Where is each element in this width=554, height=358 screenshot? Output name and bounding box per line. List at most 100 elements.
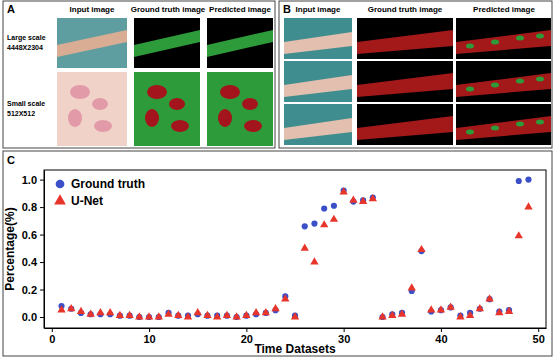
series-1 <box>57 187 532 319</box>
y-tick-label: 0.2 <box>22 284 37 296</box>
point <box>232 312 240 319</box>
point <box>252 308 260 315</box>
image-region <box>456 61 551 102</box>
point <box>223 311 231 318</box>
image-blob <box>244 120 262 132</box>
row-label: Large scale <box>7 34 46 42</box>
point <box>330 215 338 222</box>
row-label: 4448X2304 <box>7 44 43 51</box>
image-region <box>284 61 352 102</box>
point <box>388 311 396 318</box>
point <box>485 294 493 301</box>
column-header: Input image <box>296 5 341 14</box>
point <box>155 312 163 319</box>
point <box>67 304 75 311</box>
image-region <box>207 30 273 57</box>
point <box>417 245 425 252</box>
x-tick-mark <box>149 328 150 332</box>
legend-marker <box>54 194 66 204</box>
y-tick-mark <box>40 290 44 291</box>
image-blob <box>220 85 240 99</box>
point <box>311 220 317 226</box>
x-axis-line <box>45 328 547 329</box>
y-tick-mark <box>40 207 44 208</box>
y-tick: 1.0 <box>22 174 44 186</box>
image-blob <box>218 109 232 127</box>
point <box>302 223 308 229</box>
row-label: 512X512 <box>7 110 35 117</box>
image-blob <box>169 98 185 110</box>
x-tick: 50 <box>533 328 545 345</box>
image-blob <box>536 77 544 82</box>
image-blob <box>516 36 524 41</box>
image-region <box>134 30 200 57</box>
image-blob <box>94 120 112 132</box>
point <box>77 307 85 314</box>
image-region <box>357 30 453 54</box>
y-tick-label: 0.0 <box>22 311 37 323</box>
point <box>291 312 299 319</box>
x-tick: 40 <box>435 328 447 345</box>
column-header: Predicted image <box>473 5 535 14</box>
image-region <box>207 18 273 68</box>
point <box>301 244 309 251</box>
y-axis: 0.00.20.40.60.81.0 <box>22 171 45 329</box>
point <box>524 202 532 209</box>
point <box>515 231 523 238</box>
image-region <box>456 104 551 145</box>
x-tick-label: 0 <box>49 333 55 345</box>
image-blob <box>491 40 499 45</box>
image-region <box>284 104 352 145</box>
panel-label: B <box>283 3 291 15</box>
image-region <box>207 72 273 146</box>
x-tick: 10 <box>143 328 155 345</box>
point <box>164 309 172 316</box>
x-tick: 30 <box>338 328 350 345</box>
point <box>437 305 445 312</box>
points <box>57 177 532 321</box>
legend-entry: U-Net <box>71 194 103 208</box>
point <box>271 304 279 311</box>
image-region <box>357 18 453 59</box>
y-tick-mark <box>40 235 44 236</box>
x-tick-label: 20 <box>241 333 253 345</box>
y-tick: 0.8 <box>22 201 44 213</box>
y-tick-label: 0.6 <box>22 229 37 241</box>
point <box>505 307 513 314</box>
figure: A Input image Ground truth image Predicted … <box>0 0 554 358</box>
x-tick-label: 50 <box>533 333 545 345</box>
image-blob <box>242 98 258 110</box>
image-region <box>284 75 352 97</box>
point <box>339 187 347 194</box>
image-blob <box>491 126 499 131</box>
image-blob <box>536 120 544 125</box>
legend: Ground truthU-Net <box>54 177 145 208</box>
image-blob <box>147 85 167 99</box>
point <box>96 308 104 315</box>
panel-c-frame <box>3 151 552 356</box>
plot-frame <box>44 170 546 328</box>
image-region <box>357 104 453 145</box>
point <box>446 303 454 310</box>
point <box>57 305 65 312</box>
column-header: Ground truth image <box>131 5 206 14</box>
point <box>466 311 474 318</box>
image-blob <box>92 98 108 110</box>
point <box>194 308 202 315</box>
image-region <box>284 118 352 140</box>
point <box>495 308 503 315</box>
image-blob <box>466 44 474 49</box>
image-blob <box>171 120 189 132</box>
image-region <box>357 116 453 140</box>
image-region <box>456 73 551 97</box>
y-tick-mark <box>40 317 44 318</box>
y-tick-mark <box>40 180 44 181</box>
y-axis-line <box>44 171 45 329</box>
y-tick: 0.6 <box>22 229 44 241</box>
y-tick-label: 1.0 <box>22 174 37 186</box>
image-region <box>456 30 551 54</box>
point <box>184 312 192 319</box>
point <box>408 283 416 290</box>
x-tick-label: 10 <box>143 333 155 345</box>
panel-label: A <box>7 3 15 15</box>
